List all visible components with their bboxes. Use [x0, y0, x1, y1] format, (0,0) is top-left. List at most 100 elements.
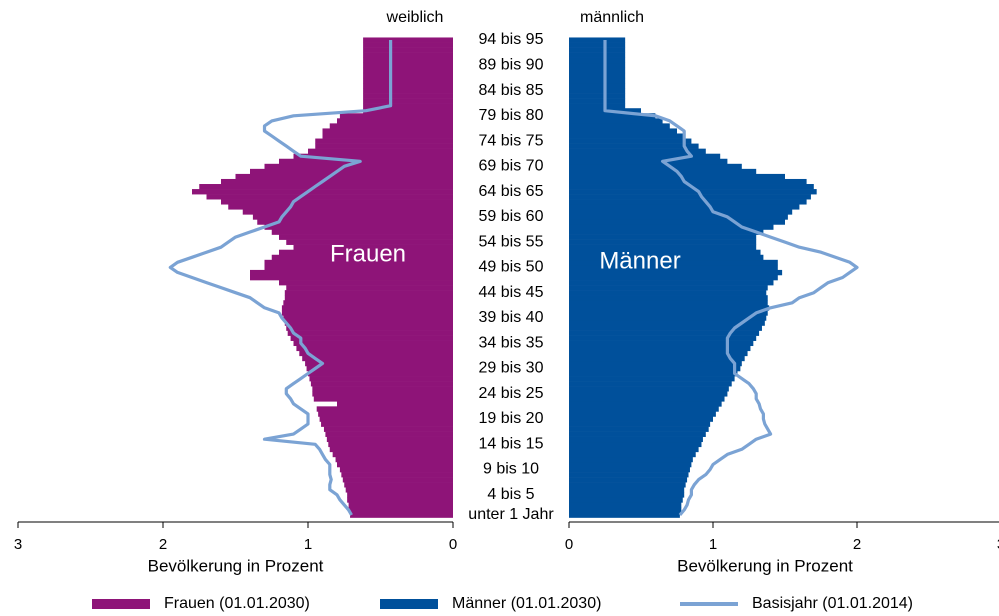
bar: [313, 396, 453, 402]
bar: [569, 194, 811, 200]
bar: [363, 98, 453, 104]
category-label: 14 bis 15: [479, 435, 544, 452]
bar: [250, 274, 453, 281]
bar: [569, 72, 626, 79]
bar: [350, 512, 453, 518]
bar: [363, 88, 453, 94]
bar: [332, 451, 453, 458]
bar: [279, 249, 453, 256]
bar: [310, 381, 453, 387]
annotation: Frauen: [330, 240, 406, 267]
bar: [569, 406, 719, 412]
x-tick-label: 2: [853, 536, 861, 553]
bar: [363, 37, 453, 43]
category-label: 74 bis 75: [479, 132, 544, 149]
bar: [569, 128, 677, 134]
bar: [569, 325, 762, 331]
bar: [286, 325, 453, 331]
bar: [569, 178, 807, 185]
bar: [569, 189, 817, 195]
bar: [569, 441, 702, 448]
category-label: 34 bis 35: [479, 334, 544, 351]
bar: [569, 360, 742, 367]
bar: [281, 310, 453, 316]
bar: [283, 300, 453, 306]
bar: [569, 466, 690, 473]
bar: [329, 446, 453, 453]
bar: [569, 254, 764, 261]
bar: [312, 386, 453, 392]
bar: [296, 345, 453, 352]
bar: [569, 52, 626, 58]
x-tick-label: 3: [997, 536, 999, 553]
bar: [348, 507, 453, 513]
bar: [569, 456, 693, 463]
bar: [299, 350, 453, 357]
bar: [569, 376, 735, 382]
bar: [342, 477, 453, 483]
header-female: weiblich: [386, 9, 444, 26]
bar: [569, 507, 682, 513]
bar: [569, 88, 626, 94]
bar: [569, 401, 722, 407]
bar: [339, 466, 453, 473]
bar: [569, 426, 709, 432]
bar: [569, 431, 706, 437]
bar: [363, 82, 453, 89]
category-label: 59 bis 60: [479, 208, 544, 225]
bar: [257, 219, 453, 225]
bar: [569, 370, 738, 377]
line: [603, 40, 859, 517]
bar: [569, 315, 767, 321]
bar: [329, 123, 453, 129]
bar: [290, 335, 453, 341]
legend-swatch: [380, 599, 438, 609]
bar: [363, 52, 453, 58]
axis-title: Bevölkerung in Prozent: [677, 556, 853, 575]
bar: [228, 204, 453, 210]
bar: [347, 497, 453, 503]
header-male: männlich: [580, 9, 644, 26]
bar: [569, 259, 778, 266]
category-label: 79 bis 80: [479, 107, 544, 124]
bar: [569, 416, 713, 422]
category-label: 24 bis 25: [479, 385, 544, 402]
bar: [344, 482, 453, 488]
bar: [264, 259, 453, 266]
bar: [569, 396, 725, 402]
bar: [569, 502, 682, 508]
bar: [326, 436, 453, 443]
bar: [569, 103, 626, 109]
bar: [347, 492, 453, 498]
bar: [569, 421, 711, 427]
bar: [306, 365, 453, 372]
bar: [569, 244, 757, 251]
bar: [569, 274, 778, 281]
bar: [363, 62, 453, 69]
bar: [345, 487, 453, 493]
bar: [322, 133, 453, 139]
bar: [569, 350, 748, 357]
bar: [279, 234, 453, 240]
bar: [305, 360, 453, 367]
bar: [252, 214, 453, 220]
bar: [569, 67, 626, 74]
category-label: 4 bis 5: [487, 486, 534, 503]
x-tick-label: 2: [159, 536, 167, 553]
bar: [569, 42, 626, 48]
axis-title: Bevölkerung in Prozent: [148, 556, 324, 575]
bar: [569, 234, 757, 240]
bar: [339, 113, 453, 119]
bar: [569, 239, 757, 245]
bar: [271, 254, 453, 261]
bar: [337, 118, 453, 124]
bar: [569, 461, 692, 468]
bar: [363, 72, 453, 79]
bar: [569, 229, 764, 235]
bar: [363, 77, 453, 84]
bar: [569, 365, 741, 372]
bar: [286, 285, 453, 291]
bar: [250, 168, 453, 175]
bar: [315, 138, 453, 144]
